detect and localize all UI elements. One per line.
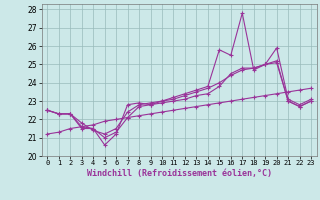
X-axis label: Windchill (Refroidissement éolien,°C): Windchill (Refroidissement éolien,°C): [87, 169, 272, 178]
